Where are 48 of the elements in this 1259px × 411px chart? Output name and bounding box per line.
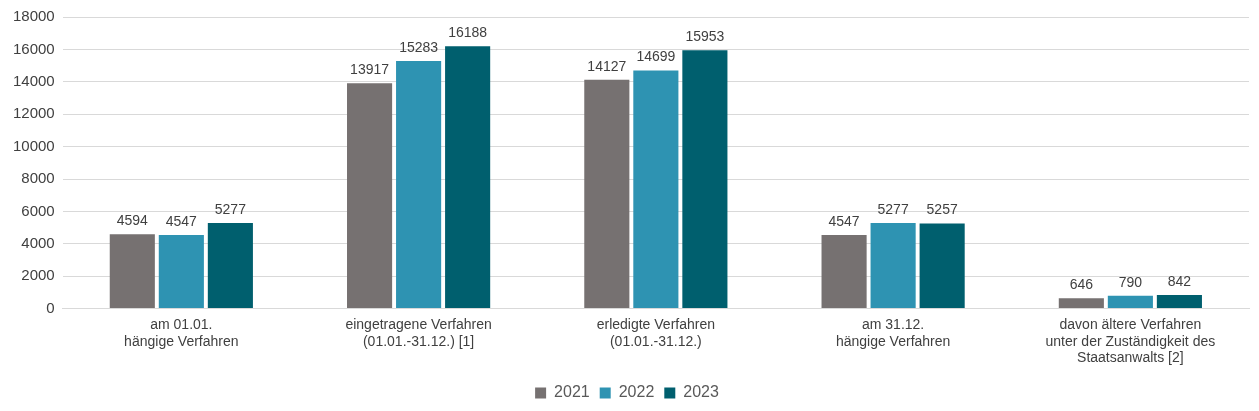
bar — [821, 234, 867, 309]
bar — [109, 234, 155, 309]
y-tick-label: 14000 — [12, 71, 55, 89]
x-tick-label: eingetragene Verfahren (01.01.-31.12.) [1] — [345, 315, 492, 349]
x-tick-label: am 31.12. hängige Verfahren — [835, 315, 951, 349]
bar — [1058, 298, 1104, 309]
bar — [158, 234, 204, 309]
bar — [445, 46, 491, 309]
y-tick-label: 18000 — [12, 7, 55, 25]
bar — [633, 70, 679, 309]
data-label: 646 — [1069, 275, 1094, 292]
y-tick-label: 12000 — [12, 104, 55, 122]
data-label: 14127 — [587, 57, 627, 74]
data-label: 4594 — [116, 212, 149, 229]
bar — [1107, 295, 1153, 309]
bar — [870, 223, 916, 309]
bar — [347, 83, 393, 309]
data-label: 4547 — [828, 212, 860, 229]
bar — [207, 223, 253, 309]
data-label: 5277 — [214, 200, 247, 217]
data-label: 15953 — [685, 28, 725, 45]
bar — [919, 223, 965, 309]
data-label: 13917 — [350, 61, 390, 77]
data-label: 790 — [1118, 273, 1143, 290]
y-tick-label: 6000 — [21, 201, 55, 219]
data-label: 14699 — [636, 48, 676, 65]
x-tick-label: davon ältere Verfahren unter der Zuständigkeit des Staatsanwalts [2] — [1045, 315, 1216, 366]
y-tick-label: 8000 — [21, 169, 55, 187]
y-tick-label: 0 — [46, 298, 55, 316]
y-tick-label: 2000 — [21, 266, 55, 284]
data-label: 842 — [1167, 272, 1192, 289]
data-label: 16188 — [448, 24, 488, 41]
x-tick-label: erledigte Verfahren (01.01.-31.12.) — [596, 315, 716, 349]
y-tick-label: 16000 — [12, 39, 55, 57]
data-label: 5257 — [926, 201, 958, 218]
legend-label: 2021 — [554, 383, 590, 401]
bar — [396, 61, 442, 309]
bar — [682, 50, 728, 309]
bar — [584, 79, 630, 309]
y-tick-label: 10000 — [12, 136, 55, 154]
bar — [1156, 294, 1202, 309]
data-label: 5277 — [877, 200, 909, 217]
legend-label: 2022 — [618, 383, 655, 401]
data-label: 4547 — [165, 212, 198, 229]
data-label: 15283 — [399, 38, 439, 55]
legend-label: 2023 — [683, 383, 719, 401]
x-tick-label: am 01.01. hängige Verfahren — [124, 315, 239, 349]
y-tick-label: 4000 — [21, 233, 55, 251]
